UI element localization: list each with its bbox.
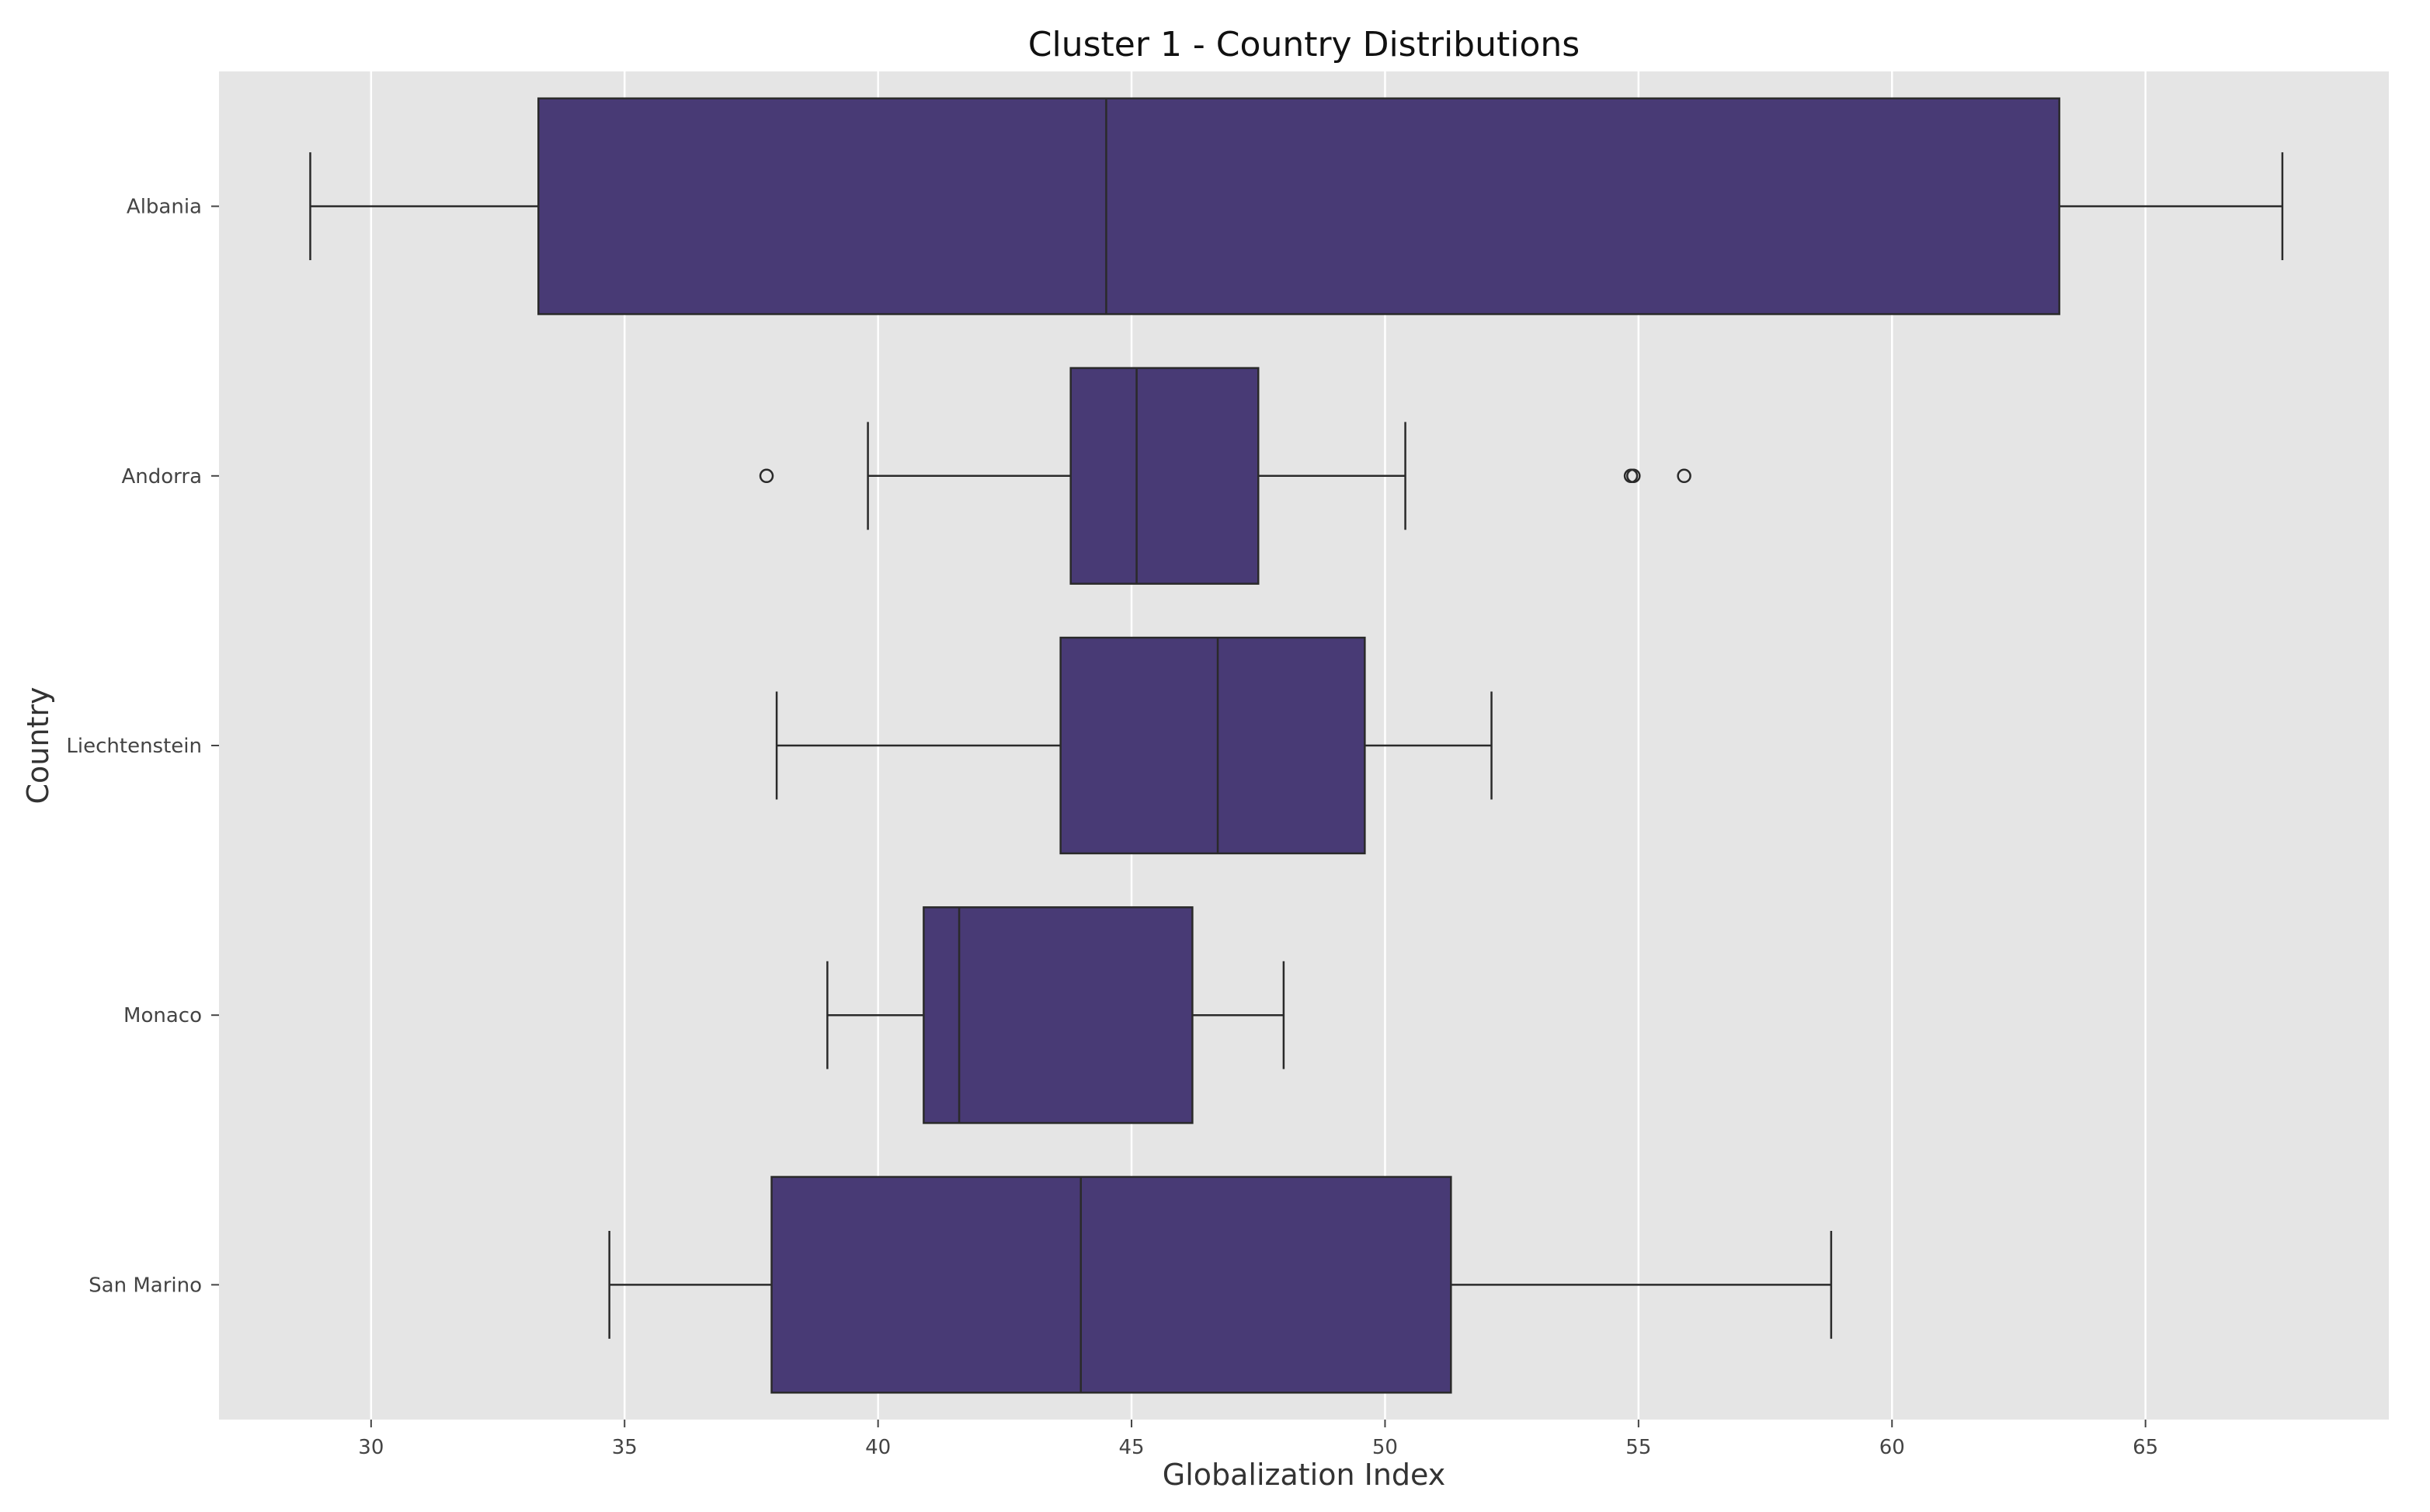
x-axis-ticks: 30 35 40 45 50 55 60 65 <box>358 1420 2158 1459</box>
box-group <box>775 636 1493 855</box>
iqr-box <box>1069 367 1260 585</box>
x-tick-label: 50 <box>1372 1436 1398 1459</box>
y-tick-label: Albania <box>127 196 202 219</box>
outlier-point <box>1626 468 1641 484</box>
y-axis-label: Country <box>21 687 55 805</box>
outlier-point <box>1677 468 1691 484</box>
iqr-box <box>923 906 1194 1124</box>
y-tick-label: San Marino <box>89 1274 202 1297</box>
x-tick-label: 45 <box>1118 1436 1144 1459</box>
y-tick-label: Andorra <box>121 465 202 488</box>
chart-title: Cluster 1 - Country Distributions <box>1028 25 1580 64</box>
x-axis-label: Globalization Index <box>1163 1458 1446 1492</box>
iqr-box <box>537 97 2060 315</box>
y-tick-label: Monaco <box>123 1004 202 1027</box>
box-group <box>826 906 1285 1124</box>
x-tick-label: 55 <box>1625 1436 1651 1459</box>
box-group <box>309 97 2284 315</box>
box-plots <box>309 97 2284 1394</box>
x-tick-label: 40 <box>865 1436 891 1459</box>
box-group <box>759 367 1691 585</box>
x-tick-label: 35 <box>612 1436 638 1459</box>
x-tick-label: 60 <box>1879 1436 1905 1459</box>
iqr-box <box>770 1176 1452 1394</box>
x-tick-label: 30 <box>358 1436 384 1459</box>
iqr-box <box>1059 636 1366 855</box>
outlier-point <box>759 468 774 484</box>
x-tick-label: 65 <box>2133 1436 2158 1459</box>
y-axis-ticks: Albania Andorra Liechtenstein Monaco San Mar… <box>66 196 219 1297</box>
y-tick-label: Liechtenstein <box>66 735 202 758</box>
box-group <box>608 1176 1833 1394</box>
